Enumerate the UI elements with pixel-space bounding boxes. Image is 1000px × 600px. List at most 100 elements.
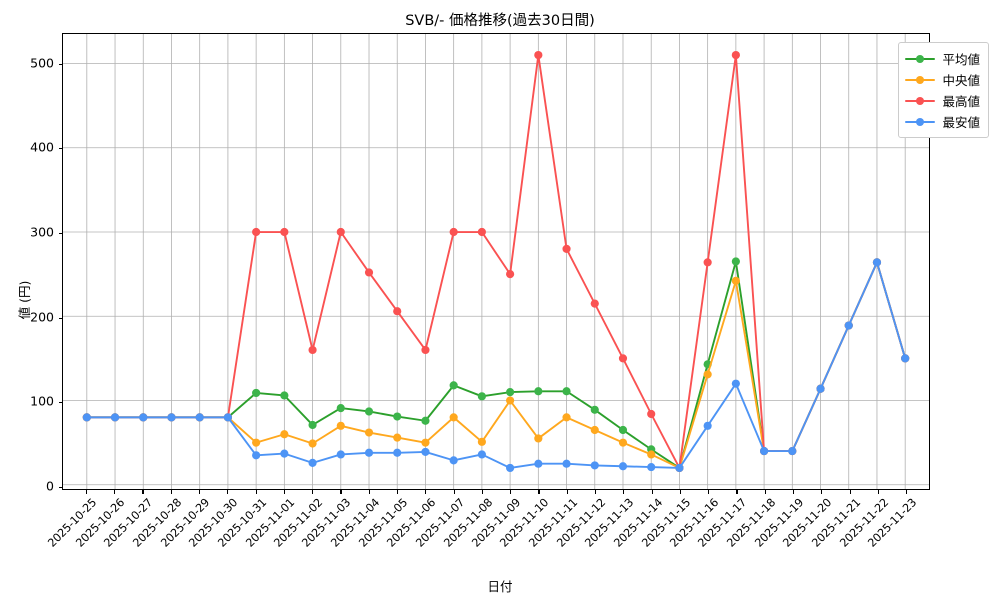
x-axis-tick-labels: 2025-10-25 2025-10-26 2025-10-27 2025-10-28… bbox=[45, 490, 930, 570]
data-point bbox=[703, 258, 712, 267]
legend-label: 最高値 bbox=[942, 94, 980, 109]
x-tick-mark bbox=[792, 490, 795, 494]
x-tick-mark bbox=[425, 490, 427, 494]
x-tick-mark bbox=[736, 490, 738, 494]
legend-swatch-icon bbox=[905, 52, 936, 66]
y-tick-label: 200 bbox=[30, 309, 54, 324]
data-point bbox=[252, 227, 261, 237]
chart-legend: 平均値中央値最高値最安値 bbox=[898, 42, 989, 138]
data-point bbox=[393, 433, 402, 442]
data-point bbox=[82, 413, 91, 422]
y-tick-mark bbox=[59, 402, 63, 404]
data-point bbox=[590, 425, 599, 435]
x-tick-mark bbox=[397, 490, 399, 494]
data-point bbox=[901, 354, 910, 363]
x-tick-mark bbox=[594, 490, 597, 494]
data-point bbox=[703, 421, 712, 430]
data-point bbox=[534, 50, 543, 60]
y-axis-tick-labels: 0 100 200 300 400 500 bbox=[10, 33, 54, 494]
data-point bbox=[167, 413, 176, 422]
data-point bbox=[449, 381, 458, 390]
data-point bbox=[449, 413, 458, 422]
x-tick-mark bbox=[312, 490, 314, 494]
data-point bbox=[421, 416, 430, 425]
data-point bbox=[731, 50, 740, 60]
legend-item[interactable]: 中央値 bbox=[905, 69, 980, 90]
legend-item[interactable]: 最高値 bbox=[905, 90, 980, 111]
y-tick-mark bbox=[59, 486, 63, 488]
x-tick-mark bbox=[368, 490, 370, 494]
data-point bbox=[252, 438, 261, 447]
data-point bbox=[590, 405, 599, 414]
legend-swatch-icon bbox=[905, 94, 936, 108]
x-tick-mark bbox=[877, 490, 879, 494]
y-axis-tick-marks bbox=[59, 34, 929, 489]
data-point bbox=[562, 413, 571, 422]
grid-lines bbox=[63, 34, 929, 489]
data-point bbox=[139, 413, 148, 422]
x-tick-mark bbox=[340, 490, 342, 494]
x-tick-mark bbox=[906, 490, 908, 494]
data-point bbox=[647, 463, 656, 472]
data-point bbox=[336, 404, 345, 413]
data-point bbox=[280, 449, 289, 458]
data-point bbox=[731, 257, 740, 266]
x-tick-mark bbox=[227, 490, 229, 494]
data-point bbox=[590, 461, 599, 470]
data-point bbox=[477, 437, 486, 446]
data-point bbox=[393, 412, 402, 421]
legend-label: 中央値 bbox=[942, 73, 980, 88]
data-point bbox=[364, 268, 374, 277]
data-point bbox=[336, 227, 345, 237]
data-point bbox=[506, 463, 515, 473]
x-tick-mark bbox=[679, 490, 681, 494]
x-tick-mark bbox=[708, 490, 710, 494]
legend-item[interactable]: 平均値 bbox=[905, 48, 980, 69]
data-point bbox=[618, 354, 628, 363]
data-point bbox=[280, 391, 289, 400]
x-tick-mark bbox=[651, 490, 653, 494]
y-tick-label: 500 bbox=[30, 55, 54, 71]
data-point bbox=[618, 462, 628, 471]
x-tick-mark bbox=[170, 490, 172, 494]
data-point bbox=[590, 299, 599, 308]
legend-swatch-icon bbox=[905, 73, 936, 87]
x-tick-mark bbox=[510, 490, 512, 494]
data-point bbox=[393, 448, 402, 457]
data-point bbox=[110, 413, 120, 422]
data-point bbox=[308, 345, 317, 355]
data-point bbox=[675, 463, 684, 473]
data-point bbox=[364, 448, 374, 457]
data-point bbox=[477, 450, 486, 459]
x-tick-mark bbox=[821, 490, 823, 494]
data-point bbox=[618, 438, 628, 447]
x-tick-mark bbox=[623, 490, 625, 494]
y-tick-mark bbox=[59, 317, 63, 319]
y-tick-label: 100 bbox=[30, 393, 54, 409]
y-tick-label: 0 bbox=[46, 478, 54, 494]
legend-item[interactable]: 最安値 bbox=[905, 111, 980, 132]
data-series-layer bbox=[82, 50, 910, 473]
x-tick-mark bbox=[849, 490, 851, 494]
data-point bbox=[506, 270, 515, 279]
data-point bbox=[308, 458, 317, 467]
x-tick-mark bbox=[85, 490, 87, 494]
legend-label: 最安値 bbox=[942, 115, 980, 130]
x-tick-mark bbox=[114, 490, 116, 494]
data-point bbox=[506, 388, 515, 397]
data-point bbox=[872, 258, 882, 267]
data-point bbox=[477, 392, 486, 401]
data-point bbox=[252, 388, 261, 398]
data-point bbox=[760, 447, 769, 456]
data-point bbox=[308, 439, 317, 448]
data-point bbox=[280, 227, 289, 237]
chart-title: SVB/- 価格推移(過去30日間) bbox=[405, 13, 595, 29]
data-point bbox=[336, 421, 345, 430]
x-tick-mark bbox=[142, 490, 144, 494]
data-point bbox=[562, 244, 571, 253]
x-axis-label: 日付 bbox=[487, 579, 513, 594]
data-point bbox=[534, 434, 543, 443]
data-point bbox=[449, 227, 458, 237]
y-tick-mark bbox=[59, 148, 63, 150]
data-point bbox=[731, 276, 740, 285]
